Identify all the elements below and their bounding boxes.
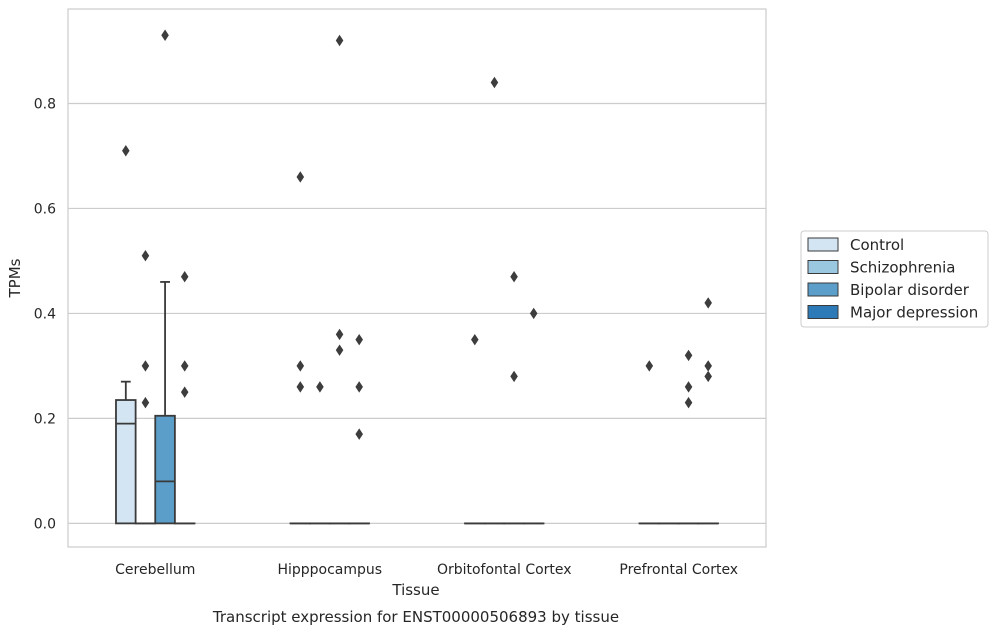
legend-label: Schizophrenia (850, 259, 955, 277)
legend-label: Bipolar disorder (850, 281, 970, 299)
legend-swatch (807, 260, 839, 274)
outlier-point (510, 370, 518, 383)
legend-item: Major depression (807, 304, 978, 322)
outlier-point (122, 144, 130, 157)
outlier-point (684, 396, 693, 409)
legend-label: Control (850, 236, 904, 254)
outlier-point (316, 381, 324, 393)
y-tick-label: 0.0 (34, 516, 56, 532)
legend-label: Major depression (850, 304, 978, 322)
outlier-point (529, 307, 538, 320)
x-tick-label: Orbitofontal Cortex (437, 562, 572, 578)
outlier-point (490, 76, 499, 89)
legend-item: Schizophrenia (807, 259, 955, 277)
outlier-point (704, 360, 712, 372)
outlier-point (296, 360, 305, 372)
outlier-point (510, 270, 518, 283)
outliers (122, 29, 712, 440)
outlier-point (141, 396, 150, 409)
outlier-point (704, 370, 712, 383)
outlier-point (180, 386, 189, 398)
outlier-point (684, 381, 693, 393)
box-0-0 (115, 380, 137, 525)
legend-swatch (807, 282, 839, 297)
box-0-2 (154, 281, 176, 525)
outlier-point (335, 344, 344, 356)
outlier-point (704, 297, 712, 309)
y-axis-ticks: 0.0 0.2 0.4 0.6 0.8 (34, 96, 56, 532)
outlier-point (141, 360, 150, 372)
outlier-point (161, 29, 169, 41)
boxes (115, 281, 719, 525)
box-body (115, 399, 137, 525)
outlier-point (471, 333, 479, 346)
x-tick-label: Prefrontal Cortex (619, 562, 738, 578)
y-tick-label: 0.6 (34, 201, 56, 217)
legend-item: Control (807, 236, 904, 254)
outlier-point (645, 360, 654, 372)
outlier-point (296, 171, 305, 183)
outlier-point (180, 360, 189, 372)
y-tick-label: 0.8 (34, 96, 56, 112)
legend-swatch (807, 237, 839, 252)
chart-caption: Transcript expression for ENST0000050689… (212, 608, 619, 626)
plot-area (67, 8, 767, 548)
outlier-point (141, 249, 150, 262)
box-body (154, 414, 176, 525)
outlier-point (335, 34, 344, 47)
outlier-point (355, 428, 363, 440)
x-tick-label: Hipppocampus (277, 562, 382, 578)
outlier-point (335, 328, 344, 341)
y-tick-label: 0.2 (34, 411, 56, 427)
legend-swatch (807, 305, 839, 319)
x-tick-label: Cerebellum (115, 562, 195, 578)
outlier-point (355, 333, 363, 346)
legend-item: Bipolar disorder (807, 281, 970, 299)
outlier-point (296, 381, 305, 393)
legend: Control Schizophrenia Bipolar disorder Majo… (800, 230, 989, 328)
outlier-point (180, 270, 189, 283)
outlier-point (355, 381, 363, 393)
x-axis-label: Tissue (391, 581, 439, 599)
legend-frame (800, 230, 989, 328)
y-axis-label: TPMs (6, 258, 24, 298)
y-tick-label: 0.4 (34, 306, 56, 322)
outlier-point (684, 349, 693, 362)
x-axis-ticks: Cerebellum Hipppocampus Orbitofontal Corte… (115, 562, 738, 578)
